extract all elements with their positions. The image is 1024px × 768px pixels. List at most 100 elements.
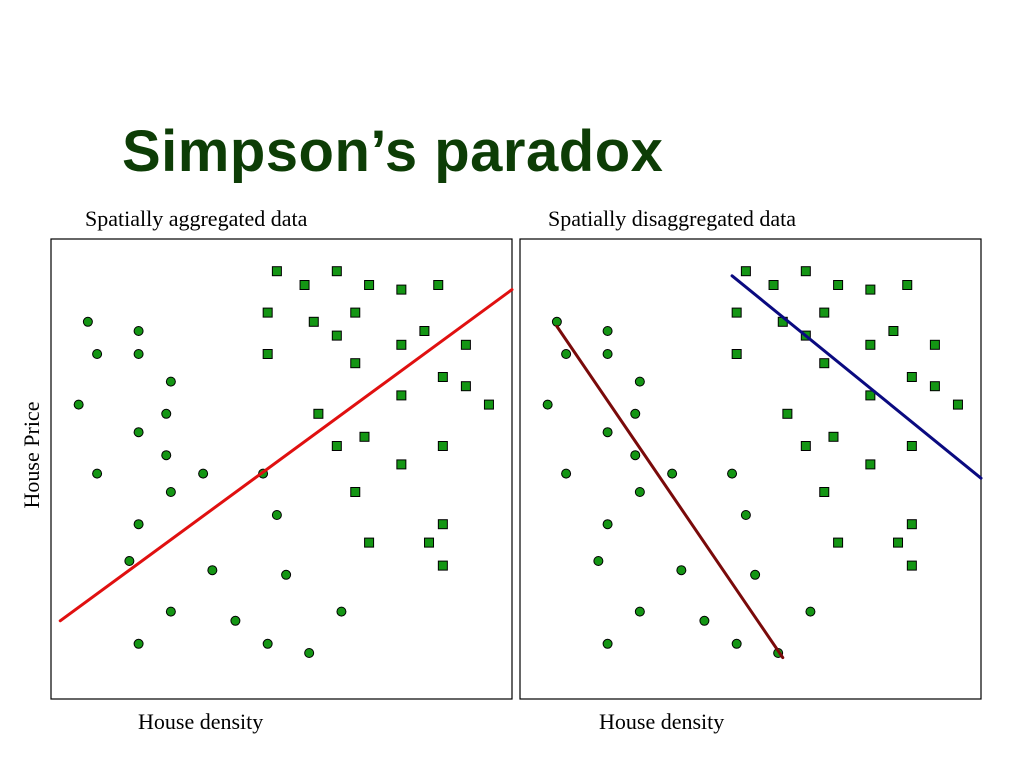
- square-point: [419, 326, 430, 336]
- circle-point: [602, 427, 613, 438]
- square-point: [262, 349, 273, 359]
- circle-point: [630, 408, 641, 419]
- left-chart-title: Spatially aggregated data: [85, 206, 308, 231]
- square-point: [262, 307, 273, 318]
- circle-point: [336, 606, 347, 617]
- circle-point: [161, 408, 172, 419]
- circle-point: [593, 556, 604, 566]
- circle-point: [731, 638, 742, 649]
- circle-point: [561, 468, 572, 479]
- square-point: [350, 307, 361, 318]
- square-point: [731, 349, 742, 359]
- square-point: [396, 459, 407, 470]
- square-point: [819, 487, 830, 497]
- square-point: [768, 280, 779, 290]
- square-point: [308, 316, 319, 327]
- square-point: [331, 330, 342, 341]
- circle-point: [602, 638, 613, 649]
- square-point: [299, 280, 310, 290]
- square-point: [350, 487, 361, 497]
- plot-frame: [50, 238, 513, 700]
- square-point: [952, 399, 963, 410]
- plot-panel-1: [50, 238, 514, 700]
- square-point: [929, 381, 940, 392]
- square-point: [893, 537, 904, 548]
- square-point: [331, 266, 342, 277]
- circle-point: [133, 638, 144, 649]
- square-point: [906, 372, 917, 382]
- square-point: [865, 459, 876, 470]
- circle-point: [198, 468, 209, 479]
- square-point: [800, 441, 811, 451]
- circle-point: [634, 606, 645, 617]
- square-point: [906, 560, 917, 571]
- square-point: [437, 441, 448, 451]
- circle-group-trend-line: [555, 324, 785, 660]
- square-point: [396, 284, 407, 295]
- circle-point: [602, 326, 613, 336]
- circle-point: [634, 376, 645, 387]
- circle-point: [602, 349, 613, 359]
- square-point: [888, 326, 899, 336]
- circle-point: [634, 487, 645, 497]
- square-point: [424, 537, 435, 548]
- square-point: [350, 358, 361, 369]
- square-point: [483, 399, 494, 410]
- circle-point: [161, 450, 172, 461]
- square-point: [364, 537, 375, 548]
- square-point: [819, 307, 830, 318]
- square-point: [437, 372, 448, 382]
- circle-point: [262, 638, 273, 649]
- circle-point: [133, 427, 144, 438]
- square-point: [731, 307, 742, 318]
- square-point: [364, 280, 375, 290]
- square-point: [359, 431, 370, 442]
- circle-point: [73, 399, 84, 410]
- circle-point: [676, 565, 687, 576]
- circle-point: [304, 648, 315, 658]
- circle-point: [602, 519, 613, 530]
- square-point: [902, 280, 913, 290]
- circle-point: [165, 487, 176, 497]
- square-point: [460, 339, 471, 350]
- square-point: [833, 537, 844, 548]
- circle-point: [281, 569, 292, 580]
- plot-panel-2: [519, 238, 983, 700]
- aggregate-trend-line: [58, 288, 514, 623]
- circle-point: [750, 569, 761, 580]
- circle-point: [727, 468, 738, 479]
- circle-point: [805, 606, 816, 617]
- square-point: [331, 441, 342, 451]
- right-x-axis-label: House density: [599, 709, 725, 734]
- square-point: [437, 519, 448, 530]
- square-group-trend-line: [730, 274, 983, 480]
- circle-point: [133, 349, 144, 359]
- circle-point: [271, 510, 282, 520]
- circle-point: [82, 316, 93, 327]
- circle-point: [630, 450, 641, 461]
- square-point: [800, 266, 811, 277]
- circle-point: [561, 349, 572, 359]
- square-point: [437, 560, 448, 571]
- circle-point: [92, 349, 103, 359]
- square-point: [396, 390, 407, 401]
- left-x-axis-label: House density: [138, 709, 264, 734]
- square-point: [396, 339, 407, 350]
- circle-point: [207, 565, 218, 576]
- circle-point: [92, 468, 103, 479]
- circle-point: [133, 326, 144, 336]
- right-chart-title: Spatially disaggregated data: [548, 206, 797, 231]
- square-point: [433, 280, 444, 290]
- square-point: [313, 408, 324, 419]
- circle-point: [165, 606, 176, 617]
- circle-point: [542, 399, 553, 410]
- plot-frame: [519, 238, 982, 700]
- square-point: [906, 441, 917, 451]
- square-point: [906, 519, 917, 530]
- square-point: [782, 408, 793, 419]
- square-point: [740, 266, 751, 277]
- circle-point: [230, 615, 241, 626]
- square-point: [865, 284, 876, 295]
- square-point: [833, 280, 844, 290]
